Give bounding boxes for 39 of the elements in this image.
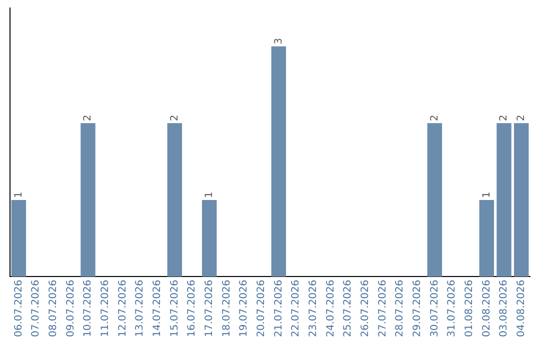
- x-tick-label: 10.07.2026: [82, 280, 94, 338]
- x-tick-label: 28.07.2026: [394, 280, 406, 338]
- x-tick-label: 08.07.2026: [48, 280, 59, 338]
- data-label: 2: [429, 114, 440, 122]
- x-tick-label: 19.07.2026: [238, 280, 250, 338]
- x-tick-label: 04.08.2026: [516, 280, 527, 338]
- x-tick-label: 23.07.2026: [308, 280, 319, 338]
- x-tick-label: 17.07.2026: [204, 280, 215, 338]
- x-tick-label: 31.07.2026: [446, 280, 458, 338]
- x-tick-label: 01.08.2026: [464, 280, 475, 338]
- x-tick-label: 27.07.2026: [377, 280, 388, 338]
- x-tick-label: 30.07.2026: [429, 280, 440, 338]
- x-tick-label: 02.08.2026: [481, 280, 492, 338]
- data-label: 2: [82, 114, 94, 122]
- data-label: 2: [516, 114, 527, 122]
- x-tick-label: 20.07.2026: [256, 280, 267, 338]
- x-tick-label: 07.07.2026: [30, 280, 42, 338]
- x-tick-label: 13.07.2026: [134, 280, 146, 338]
- data-label: 1: [204, 192, 215, 198]
- x-tick-label: 15.07.2026: [169, 280, 180, 338]
- x-tick-label: 22.07.2026: [290, 280, 302, 338]
- x-tick-label: 21.07.2026: [273, 280, 284, 338]
- x-tick-label: 09.07.2026: [65, 280, 76, 338]
- data-label: 1: [13, 192, 24, 198]
- x-tick-label: 16.07.2026: [186, 280, 198, 338]
- x-tick-label: 25.07.2026: [342, 280, 354, 338]
- x-tick-label: 14.07.2026: [152, 280, 163, 338]
- x-tick-label: 26.07.2026: [360, 280, 371, 338]
- x-tick-label: 06.07.2026: [13, 280, 24, 338]
- x-tick-label: 24.07.2026: [325, 280, 336, 338]
- data-label: 2: [498, 114, 510, 122]
- x-tick-label: 18.07.2026: [221, 280, 232, 338]
- data-label: 3: [273, 38, 284, 44]
- x-tick-label: 03.08.2026: [498, 280, 510, 338]
- x-tick-label: 11.07.2026: [100, 280, 111, 338]
- data-label: 2: [169, 114, 180, 122]
- data-label: 1: [481, 192, 492, 198]
- x-tick-label: 12.07.2026: [117, 280, 128, 338]
- x-tick-label: 29.07.2026: [412, 280, 423, 338]
